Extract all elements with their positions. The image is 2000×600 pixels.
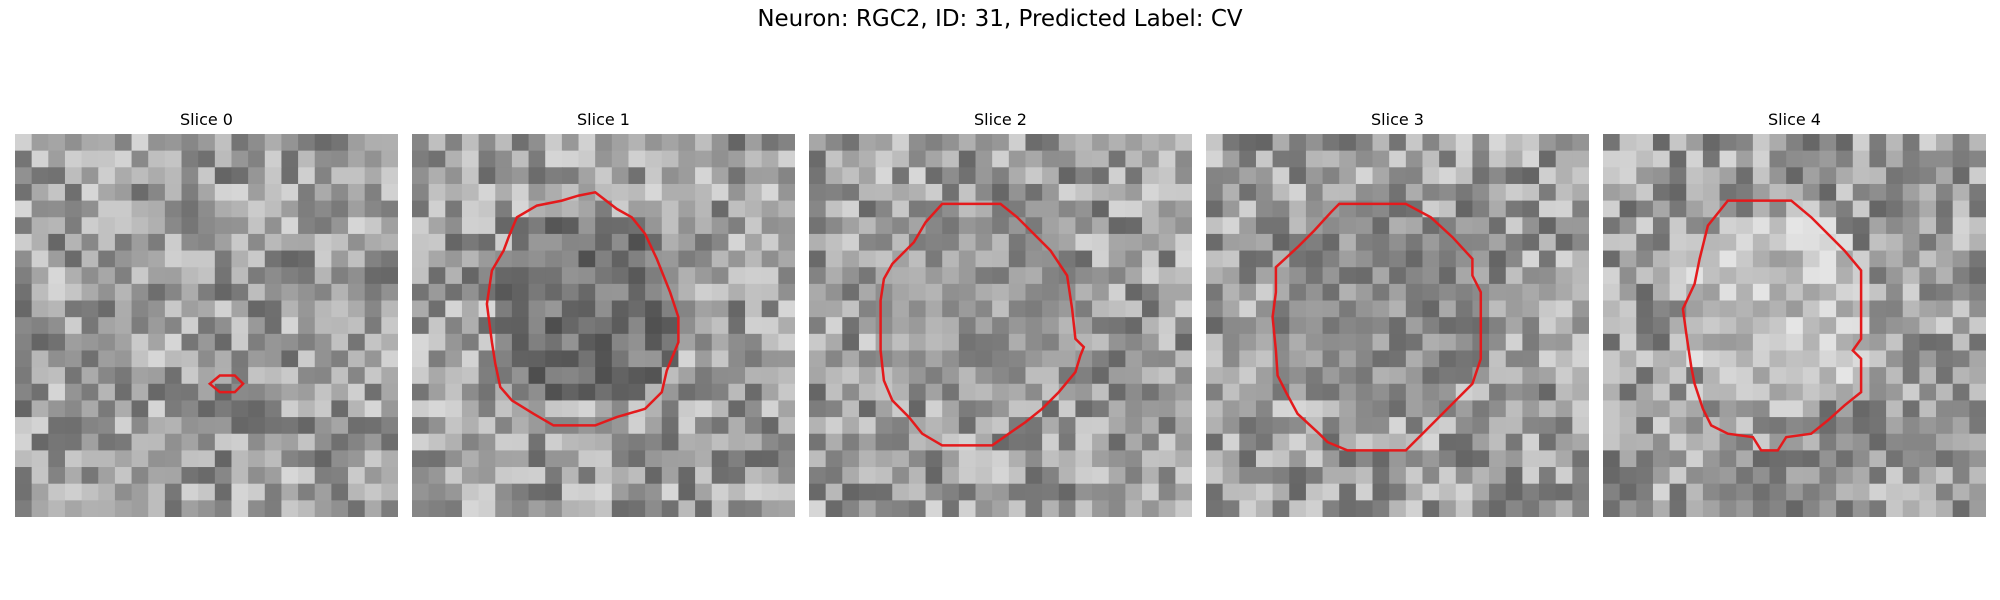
slice-panel-0: Slice 0 — [15, 110, 398, 517]
slice-panel-2: Slice 2 — [809, 110, 1192, 517]
slice-panel-4: Slice 4 — [1603, 110, 1986, 517]
figure-title: Neuron: RGC2, ID: 31, Predicted Label: C… — [757, 6, 1243, 32]
slice-title: Slice 2 — [974, 110, 1027, 129]
segmentation-contour — [879, 202, 1086, 447]
pixel-grid — [15, 134, 398, 517]
slice-title: Slice 3 — [1371, 110, 1424, 129]
slice-image — [1206, 134, 1589, 517]
slice-image — [412, 134, 795, 517]
slice-title: Slice 1 — [577, 110, 630, 129]
pixel-grid — [1206, 134, 1589, 517]
slice-image — [15, 134, 398, 517]
segmentation-contour — [207, 374, 245, 394]
slice-title: Slice 4 — [1768, 110, 1821, 129]
slice-title: Slice 0 — [180, 110, 233, 129]
segmentation-contour — [1681, 199, 1863, 452]
pixel-grid — [809, 134, 1192, 517]
slice-panel-1: Slice 1 — [412, 110, 795, 517]
pixel-grid — [412, 134, 795, 517]
slice-panel-3: Slice 3 — [1206, 110, 1589, 517]
slice-image — [1603, 134, 1986, 517]
pixel-grid — [1603, 134, 1986, 517]
segmentation-contour — [485, 190, 680, 427]
segmentation-contour — [1271, 202, 1483, 452]
slice-image — [809, 134, 1192, 517]
